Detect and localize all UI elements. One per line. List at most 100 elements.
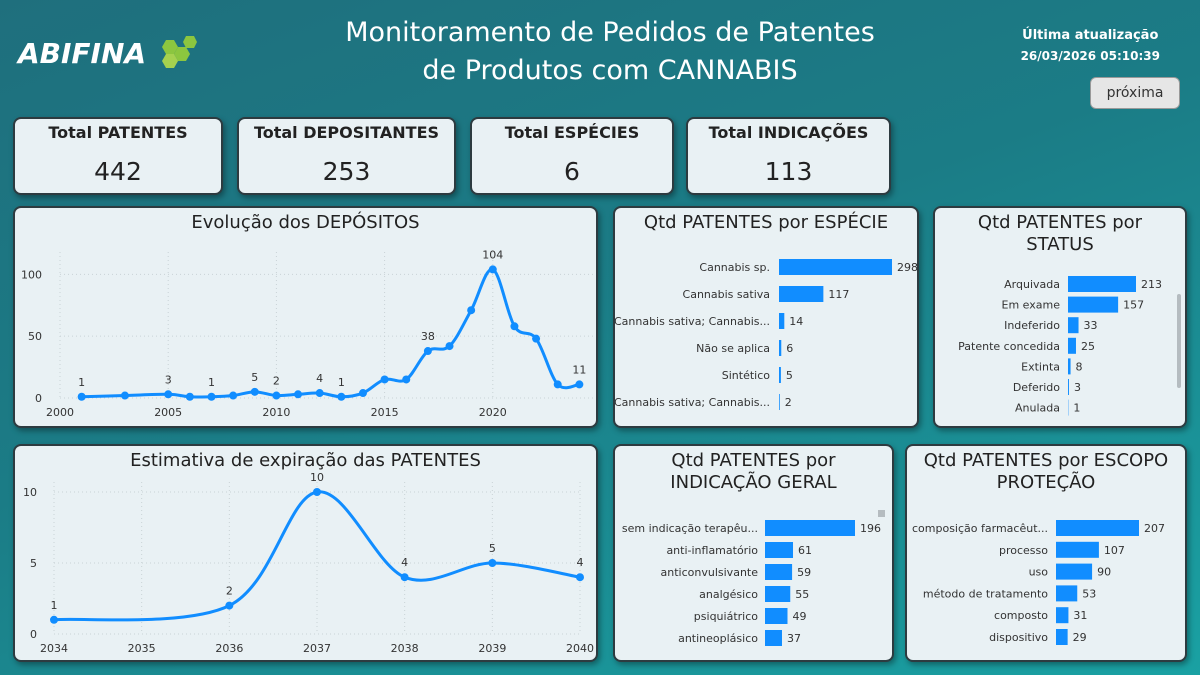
data-point	[532, 334, 541, 343]
x-tick-label: 2010	[262, 406, 290, 419]
data-point	[380, 375, 389, 384]
bar	[1068, 317, 1079, 334]
bar	[1056, 541, 1099, 558]
chart-panel: sem indicação terapêu... 196 anti-inflamat…	[613, 444, 894, 662]
data-point	[553, 380, 562, 389]
bar	[765, 608, 788, 624]
chart-title: Qtd PATENTES por ESCOPO PROTEÇÃO	[923, 450, 1169, 493]
kpi-card: Total PATENTES 442	[13, 117, 223, 195]
chart: Cannabis sp. 298 Cannabis sativa 117 Cannabi…	[615, 259, 917, 410]
bar	[1068, 337, 1076, 354]
bar	[779, 394, 780, 410]
bar	[1056, 585, 1078, 602]
bar	[765, 542, 794, 558]
bar	[1056, 607, 1069, 624]
data-label: 4	[577, 556, 584, 569]
chart-panel: composição farmacêut... 207 processo 107 uso…	[905, 444, 1187, 662]
category-label: composto	[994, 609, 1048, 622]
data-label: 4	[316, 372, 323, 385]
data-point	[164, 390, 173, 399]
data-label: 33	[1084, 319, 1098, 332]
category-label: processo	[999, 544, 1048, 557]
line	[81, 267, 580, 399]
data-label: 1	[51, 599, 58, 612]
chart: composição farmacêut... 207 processo 107 uso…	[912, 520, 1165, 645]
bar	[765, 564, 793, 580]
data-point	[400, 573, 409, 582]
data-label: 49	[793, 610, 807, 623]
kpi-value: 253	[322, 157, 371, 186]
x-tick-label: 2037	[303, 642, 331, 655]
x-tick-label: 2034	[40, 642, 68, 655]
data-label: 8	[1076, 360, 1083, 373]
data-label: 4	[401, 556, 408, 569]
y-tick-label: 100	[21, 268, 42, 281]
data-point	[423, 347, 432, 356]
title-line: de Produtos com CANNABIS	[422, 55, 798, 86]
data-label: 5	[786, 369, 793, 382]
x-tick-label: 2040	[566, 642, 594, 655]
data-label: 196	[860, 522, 881, 535]
data-label: 2	[785, 396, 792, 409]
y-tick-label: 0	[30, 628, 37, 641]
data-label: 25	[1081, 340, 1095, 353]
data-label: 1	[338, 376, 345, 389]
bar	[765, 520, 855, 536]
bar	[765, 630, 782, 646]
chart: Arquivada 213 Em exame 157 Indeferido 33 Paten…	[958, 276, 1181, 416]
category-label: método de tratamento	[923, 587, 1048, 600]
x-tick-label: 2015	[371, 406, 399, 419]
data-label: 157	[1123, 299, 1144, 312]
category-label: composição farmacêut...	[912, 522, 1048, 535]
data-point	[313, 488, 321, 496]
x-tick-label: 2038	[391, 642, 419, 655]
data-label: 38	[421, 330, 435, 343]
data-label: 90	[1097, 566, 1111, 579]
category-label: analgésico	[699, 588, 758, 601]
data-point	[207, 392, 216, 401]
data-point	[50, 615, 58, 624]
y-tick-label: 5	[30, 557, 37, 570]
bar	[1068, 276, 1136, 292]
x-tick-label: 2036	[215, 642, 243, 655]
kpi-label: Total DEPOSITANTES	[253, 123, 440, 142]
category-label: psiquiátrico	[694, 610, 758, 623]
data-point	[294, 390, 303, 399]
x-tick-label: 2035	[128, 642, 156, 655]
data-point	[575, 380, 584, 389]
data-point	[250, 387, 259, 396]
y-tick-label: 10	[23, 486, 37, 499]
category-label: Arquivada	[1004, 278, 1060, 291]
next-button[interactable]: próxima	[1090, 77, 1180, 109]
data-label: 11	[572, 363, 586, 376]
category-label: Indeferido	[1004, 319, 1060, 332]
chart-title: Qtd PATENTES por INDICAÇÃO GERAL	[670, 450, 837, 493]
category-label: Sintético	[722, 369, 771, 382]
data-label: 3	[165, 373, 172, 386]
data-label: 61	[798, 544, 812, 557]
data-point	[185, 392, 194, 401]
category-label: Em exame	[1002, 299, 1061, 312]
kpi-label: Total ESPÉCIES	[504, 123, 640, 142]
data-point	[510, 322, 519, 331]
data-label: 37	[787, 632, 801, 645]
logo: ABIFINA	[16, 36, 197, 70]
bar	[1068, 358, 1071, 375]
bar	[779, 313, 785, 329]
data-label: 107	[1104, 544, 1125, 557]
logo-text: ABIFINA	[16, 37, 146, 70]
page-title: Monitoramento de Pedidos de Patentes de …	[300, 14, 920, 90]
chart-panel: Cannabis sp. 298 Cannabis sativa 117 Cannabi…	[613, 206, 919, 428]
scrollbar	[1177, 294, 1181, 388]
category-label: Extinta	[1021, 360, 1060, 373]
data-label: 59	[797, 566, 811, 579]
kpi-label: Total PATENTES	[48, 123, 188, 142]
data-label: 14	[789, 315, 803, 328]
data-point	[488, 559, 497, 567]
data-label: 207	[1144, 522, 1165, 535]
category-label: Não se aplica	[696, 342, 770, 355]
bar	[1056, 563, 1093, 580]
chart-title: Qtd PATENTES por ESPÉCIE	[643, 212, 889, 233]
category-label: Anulada	[1015, 402, 1060, 415]
